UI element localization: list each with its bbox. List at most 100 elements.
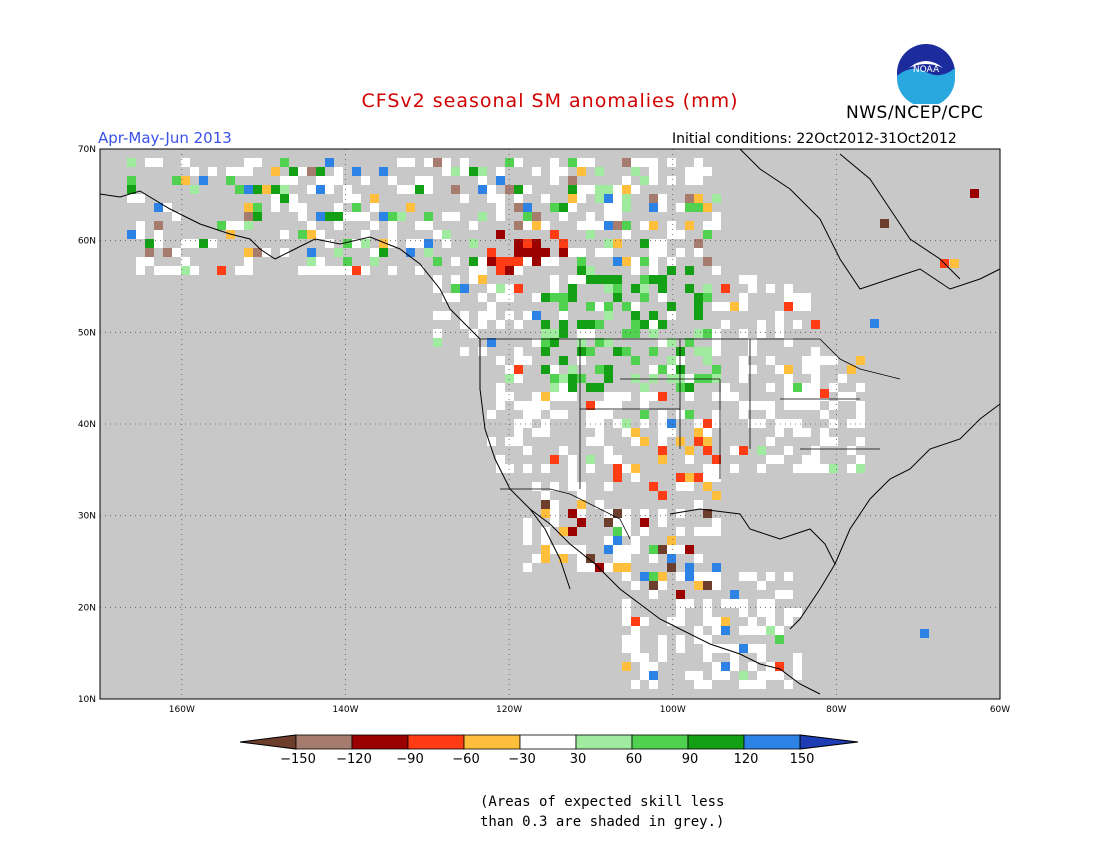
anomaly-cell: [793, 293, 802, 302]
anomaly-cell: [820, 428, 829, 437]
anomaly-cell: [703, 599, 712, 608]
anomaly-cell: [307, 257, 316, 266]
anomaly-cell: [640, 653, 649, 662]
anomaly-cell: [766, 356, 775, 365]
anomaly-cell: [640, 518, 649, 527]
anomaly-cell: [244, 167, 253, 176]
anomaly-cell: [433, 284, 442, 293]
anomaly-cell: [271, 194, 280, 203]
anomaly-cell: [703, 167, 712, 176]
anomaly-cell: [694, 527, 703, 536]
anomaly-cell: [514, 257, 523, 266]
anomaly-cell: [577, 158, 586, 167]
anomaly-cell: [559, 320, 568, 329]
anomaly-cell: [505, 311, 514, 320]
anomaly-cell: [532, 401, 541, 410]
anomaly-cell: [658, 320, 667, 329]
lat-label: 30N: [78, 512, 96, 522]
anomaly-cell: [253, 248, 262, 257]
anomaly-cell: [415, 176, 424, 185]
anomaly-cell: [739, 401, 748, 410]
anomaly-cell: [631, 266, 640, 275]
anomaly-cell: [640, 419, 649, 428]
anomaly-cell: [541, 365, 550, 374]
anomaly-cell: [775, 365, 784, 374]
anomaly-cell: [757, 446, 766, 455]
anomaly-cell: [379, 248, 388, 257]
anomaly-cell: [514, 356, 523, 365]
anomaly-cell: [397, 212, 406, 221]
anomaly-cell: [532, 293, 541, 302]
anomaly-cell: [262, 248, 271, 257]
anomaly-cell: [766, 401, 775, 410]
anomaly-cell: [424, 221, 433, 230]
anomaly-cell: [163, 248, 172, 257]
anomaly-cell: [703, 374, 712, 383]
anomaly-cell: [685, 671, 694, 680]
anomaly-cell: [595, 248, 604, 257]
anomaly-cell: [154, 266, 163, 275]
anomaly-cell: [172, 176, 181, 185]
anomaly-cell: [352, 167, 361, 176]
anomaly-cell: [595, 401, 604, 410]
anomaly-cell: [676, 608, 685, 617]
anomaly-cell: [685, 563, 694, 572]
anomaly-cell: [316, 266, 325, 275]
anomaly-cell: [523, 563, 532, 572]
anomaly-cell: [307, 266, 316, 275]
anomaly-cell: [712, 302, 721, 311]
color-bar-label: 60: [626, 752, 643, 767]
anomaly-cell: [739, 329, 748, 338]
anomaly-cell: [505, 284, 514, 293]
anomaly-cell: [712, 410, 721, 419]
anomaly-cell: [343, 239, 352, 248]
anomaly-cell: [550, 545, 559, 554]
anomaly-cell: [649, 374, 658, 383]
anomaly-cell: [532, 428, 541, 437]
anomaly-cell: [793, 428, 802, 437]
anomaly-cell: [307, 230, 316, 239]
anomaly-cell: [631, 329, 640, 338]
color-bar: −150 −120 −90 −60 −30 30 60 90 120 150: [238, 732, 868, 774]
anomaly-cell: [739, 302, 748, 311]
anomaly-cell: [676, 248, 685, 257]
anomaly-cell: [802, 302, 811, 311]
anomaly-cell: [658, 446, 667, 455]
anomaly-cell: [784, 572, 793, 581]
anomaly-cell: [622, 644, 631, 653]
anomaly-cell: [316, 176, 325, 185]
anomaly-cell: [640, 401, 649, 410]
anomaly-cell: [667, 176, 676, 185]
anomaly-cell: [622, 572, 631, 581]
anomaly-cell: [694, 347, 703, 356]
anomaly-cell: [595, 167, 604, 176]
anomaly-cell: [622, 347, 631, 356]
anomaly-cell: [604, 185, 613, 194]
anomaly-cell: [334, 266, 343, 275]
anomaly-cell: [667, 545, 676, 554]
anomaly-cell: [325, 212, 334, 221]
anomaly-cell: [847, 419, 856, 428]
anomaly-cell: [658, 644, 667, 653]
anomaly-cell: [514, 203, 523, 212]
anomaly-cell: [613, 185, 622, 194]
anomaly-cell: [361, 230, 370, 239]
anomaly-cell: [694, 626, 703, 635]
anomaly-cell: [505, 365, 514, 374]
anomaly-cell: [514, 194, 523, 203]
anomaly-cell: [757, 401, 766, 410]
map-frame: [99, 148, 1001, 700]
anomaly-cell: [532, 554, 541, 563]
anomaly-cell: [784, 419, 793, 428]
anomaly-cell: [361, 266, 370, 275]
anomaly-cell: [739, 275, 748, 284]
anomaly-cell: [613, 239, 622, 248]
anomaly-cell: [514, 266, 523, 275]
anomaly-cell: [721, 392, 730, 401]
anomaly-cell: [631, 257, 640, 266]
anomaly-cell: [631, 536, 640, 545]
anomaly-cell: [766, 410, 775, 419]
anomaly-cell: [217, 221, 226, 230]
anomaly-cell: [532, 167, 541, 176]
anomaly-cell: [784, 446, 793, 455]
